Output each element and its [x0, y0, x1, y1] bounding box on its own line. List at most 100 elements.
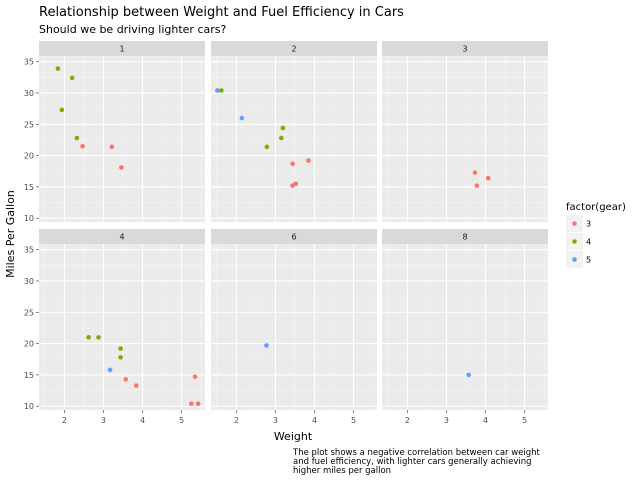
x-tick-label: 2 [234, 416, 239, 425]
facet-panel-8: 8 2 3 4 5 [382, 229, 548, 425]
legend-label: 3 [586, 220, 591, 229]
data-point [293, 181, 299, 187]
y-tick-label: 30 [24, 277, 34, 286]
data-point [472, 170, 478, 175]
facet-strip [39, 229, 205, 244]
y-tick-label: 15 [24, 183, 34, 192]
legend-label: 4 [586, 238, 591, 247]
x-tick-label: 5 [179, 416, 184, 425]
chart-title: Relationship between Weight and Fuel Eff… [39, 5, 404, 20]
facet-panel-4: 4 10 15 20 25 30 35 2 3 4 5 [24, 229, 205, 425]
legend-title: factor(gear) [566, 202, 626, 213]
x-axis-title: Weight [274, 430, 313, 443]
x-tick-label: 3 [444, 416, 449, 425]
facet-panel-2: 2 [211, 41, 377, 222]
x-tick-label: 3 [273, 416, 278, 425]
data-point [74, 135, 80, 141]
data-point [264, 144, 270, 150]
data-point [264, 343, 269, 348]
y-tick-label: 35 [24, 58, 34, 67]
legend-entry-3: 3 [566, 215, 591, 232]
x-tick-label: 3 [101, 416, 106, 425]
caption: The plot shows a negative correlation be… [292, 448, 541, 476]
x-tick-label: 4 [483, 416, 488, 425]
y-tick-label: 30 [24, 89, 34, 98]
data-point [306, 158, 311, 163]
facet-strip [211, 229, 377, 244]
y-tick-label: 10 [24, 214, 34, 223]
data-point [69, 75, 75, 81]
data-point [189, 401, 194, 407]
chart-subtitle: Should we be driving lighter cars? [39, 23, 226, 36]
data-point [215, 88, 220, 93]
data-point [109, 144, 115, 150]
legend-entry-5: 5 [566, 251, 591, 268]
x-tick-label: 4 [312, 416, 317, 425]
panel-background [382, 56, 548, 222]
facet-panel-6: 6 2 3 4 5 [211, 229, 377, 425]
data-point [279, 135, 284, 141]
facet-strip [39, 41, 205, 56]
data-point [118, 355, 123, 360]
x-tick-label: 2 [62, 416, 67, 425]
data-point [485, 175, 491, 181]
legend-label: 5 [586, 256, 591, 265]
y-tick-label: 25 [24, 120, 34, 129]
panel-background [211, 244, 377, 410]
panel-background [39, 244, 205, 410]
data-point [133, 383, 139, 388]
x-tick-label: 5 [351, 416, 356, 425]
data-point [219, 88, 224, 93]
legend-marker [572, 221, 577, 226]
facet-strip-label: 2 [291, 45, 296, 54]
caption-line-3: higher miles per gallon [293, 466, 391, 476]
legend: factor(gear) 3 4 5 [566, 202, 626, 268]
data-point [118, 346, 123, 351]
data-point [192, 374, 198, 380]
data-point [55, 66, 61, 71]
y-tick-label: 35 [24, 246, 34, 255]
panel-background [39, 56, 205, 222]
data-point [123, 377, 129, 382]
facet-strip-label: 1 [119, 45, 124, 54]
caption-line-2: and fuel efficiency, with lighter cars g… [293, 457, 532, 467]
data-point [474, 183, 480, 188]
x-tick-label: 5 [522, 416, 527, 425]
y-tick-label: 20 [24, 340, 34, 349]
facet-strip [211, 41, 377, 56]
data-point [466, 372, 472, 378]
facet-panel-3: 3 [382, 41, 548, 222]
facet-strip-label: 4 [119, 233, 124, 242]
panel-background [211, 56, 377, 222]
legend-marker [572, 257, 577, 262]
data-point [107, 367, 113, 373]
data-point [96, 335, 101, 340]
data-point [86, 335, 91, 340]
data-point [290, 161, 295, 167]
data-point [59, 107, 65, 113]
data-point [195, 401, 201, 407]
x-tick-label: 2 [405, 416, 410, 425]
data-point [119, 165, 124, 170]
y-tick-label: 20 [24, 152, 34, 161]
facet-panel-1: 1 10 15 20 25 30 35 [24, 41, 205, 223]
y-axis-title: Miles Per Gallon [4, 190, 17, 278]
y-tick-label: 25 [24, 308, 34, 317]
facet-strip-label: 6 [291, 233, 296, 242]
data-point [280, 125, 286, 131]
y-tick-label: 15 [24, 371, 34, 380]
y-tick-label: 10 [24, 402, 34, 411]
data-point [239, 115, 245, 121]
legend-marker [572, 239, 577, 244]
x-tick-label: 4 [140, 416, 145, 425]
facet-strip-label: 3 [462, 45, 467, 54]
facet-strip [382, 229, 548, 244]
data-point [80, 143, 85, 149]
panel-background [382, 244, 548, 410]
facet-strip-label: 8 [462, 233, 467, 242]
facet-strip [382, 41, 548, 56]
legend-entry-4: 4 [566, 233, 591, 250]
caption-line-1: The plot shows a negative correlation be… [292, 448, 541, 458]
